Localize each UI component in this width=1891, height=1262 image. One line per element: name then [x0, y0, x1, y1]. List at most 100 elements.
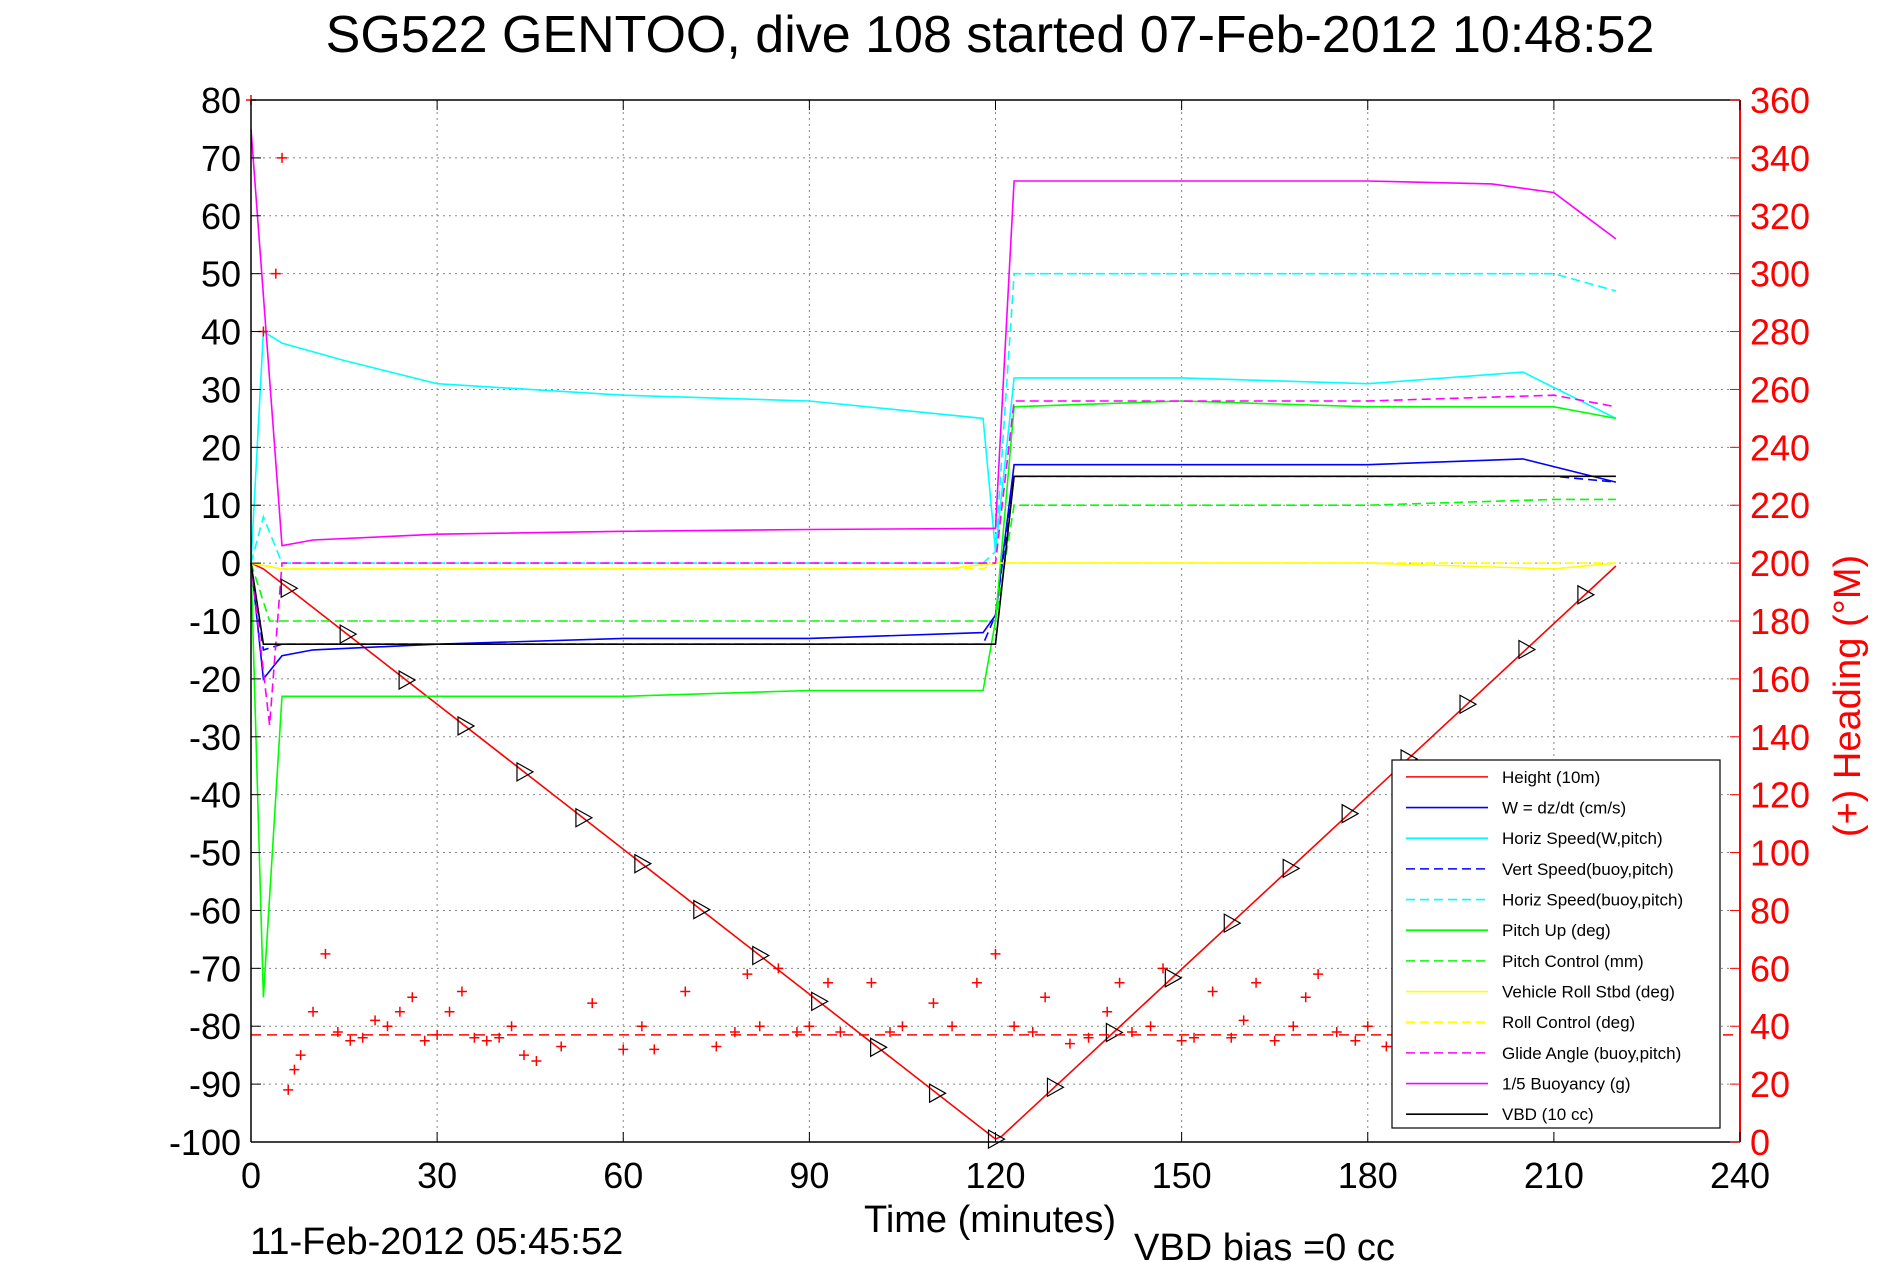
series-line-5 [250, 400, 1617, 998]
heading-point [289, 1064, 300, 1075]
x-tick-label: 180 [1338, 1155, 1398, 1196]
heading-point [518, 1050, 529, 1061]
legend-label: Height (10m) [1502, 768, 1600, 787]
height-marker [1105, 1022, 1124, 1043]
footer-date: 11-Feb-2012 05:45:52 [250, 1221, 623, 1262]
y-tick-label: 60 [201, 196, 241, 237]
heading-point [928, 998, 939, 1009]
height-marker [1046, 1077, 1065, 1098]
y-tick-label: -30 [189, 717, 241, 758]
height-marker [693, 899, 712, 920]
heading-point [754, 1021, 765, 1032]
heading-point [680, 986, 691, 997]
legend-label: Pitch Up (deg) [1502, 921, 1611, 940]
heading-point [1176, 1035, 1187, 1046]
x-tick-label: 120 [965, 1155, 1025, 1196]
heading-point [277, 152, 288, 163]
right-tick-label: 220 [1750, 485, 1810, 526]
height-marker [1341, 803, 1360, 824]
height-marker [339, 624, 358, 645]
series-line-1 [250, 458, 1617, 681]
y-tick-label: -80 [189, 1006, 241, 1047]
footer-vbd-bias: VBD bias =0 cc [1134, 1227, 1395, 1262]
heading-point [481, 1035, 492, 1046]
heading-point [1009, 1021, 1020, 1032]
height-marker [457, 715, 476, 736]
y-tick-label: 10 [201, 485, 241, 526]
legend-label: Vehicle Roll Stbd (deg) [1502, 983, 1675, 1002]
x-axis-label: Time (minutes) [864, 1199, 1116, 1241]
heading-point [1362, 1021, 1373, 1032]
heading-point [1207, 986, 1218, 997]
right-tick-label: 20 [1750, 1064, 1790, 1105]
height-marker [870, 1037, 888, 1058]
y-tick-label: -100 [169, 1122, 241, 1163]
heading-point [1300, 992, 1311, 1003]
heading-point [804, 1021, 815, 1032]
series-line-11 [250, 475, 1616, 646]
heading-point [283, 1084, 294, 1095]
legend-label: W = dz/dt (cm/s) [1502, 799, 1626, 818]
x-tick-label: 150 [1152, 1155, 1212, 1196]
heading-point [1251, 977, 1262, 988]
right-tick-label: 100 [1750, 833, 1810, 874]
heading-point [835, 1027, 846, 1038]
height-marker [575, 807, 594, 828]
right-tick-label: 200 [1750, 543, 1810, 584]
heading-point [947, 1021, 958, 1032]
heading-point [345, 1035, 356, 1046]
heading-point [866, 977, 877, 988]
y-tick-label: 40 [201, 312, 241, 353]
x-tick-label: 240 [1710, 1155, 1770, 1196]
heading-point [308, 1006, 319, 1017]
right-tick-label: 140 [1750, 717, 1810, 758]
y-tick-label: 80 [201, 80, 241, 121]
y-tick-label: 0 [221, 543, 241, 584]
y-tick-label: -50 [189, 833, 241, 874]
y-tick-label: -70 [189, 948, 241, 989]
y-tick-label: -10 [189, 601, 241, 642]
heading-point [773, 963, 784, 974]
y-tick-label: 30 [201, 369, 241, 410]
height-marker [398, 670, 417, 691]
plot-area [246, 95, 1740, 1150]
heading-point [1288, 1021, 1299, 1032]
right-axis-label: (+) Heading (°M) [1827, 555, 1869, 837]
heading-point [1145, 1021, 1156, 1032]
height-marker [1518, 639, 1537, 660]
legend-label: Vert Speed(buoy,pitch) [1502, 860, 1674, 879]
heading-point [822, 977, 833, 988]
right-tick-label: 300 [1750, 254, 1810, 295]
heading-point [618, 1044, 629, 1055]
heading-point [382, 1021, 393, 1032]
heading-point [1102, 1006, 1113, 1017]
right-tick-label: 40 [1750, 1006, 1790, 1047]
heading-point [506, 1021, 517, 1032]
y-tick-label: 70 [201, 138, 241, 179]
right-tick-label: 180 [1750, 601, 1810, 642]
heading-point [1238, 1015, 1249, 1026]
heading-point [394, 1006, 405, 1017]
right-tick-label: 0 [1750, 1122, 1770, 1163]
heading-point [357, 1032, 368, 1043]
height-marker [811, 991, 829, 1012]
heading-point [556, 1041, 567, 1052]
series-line-8 [250, 562, 1616, 570]
chart-title: SG522 GENTOO, dive 108 started 07-Feb-20… [326, 6, 1655, 64]
legend-box [1391, 759, 1721, 1129]
height-marker [752, 945, 770, 966]
heading-point [456, 986, 467, 997]
heading-point [711, 1041, 722, 1052]
heading-point [444, 1006, 455, 1017]
heading-point [636, 1021, 647, 1032]
x-tick-label: 0 [241, 1155, 261, 1196]
y-tick-label: -20 [189, 659, 241, 700]
heading-point [407, 992, 418, 1003]
heading-point [531, 1055, 542, 1066]
heading-point [1189, 1032, 1200, 1043]
right-tick-label: 80 [1750, 890, 1790, 931]
heading-point [1381, 1041, 1392, 1052]
right-tick-label: 280 [1750, 312, 1810, 353]
heading-point [1114, 977, 1125, 988]
heading-point [990, 948, 1001, 959]
